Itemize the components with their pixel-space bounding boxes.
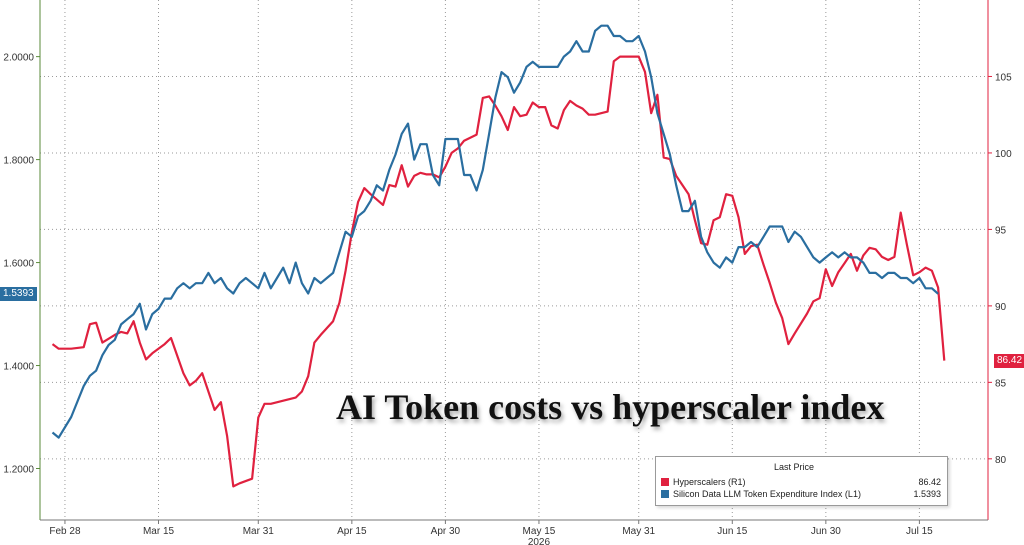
left-tick-label: 1.6000 bbox=[3, 259, 34, 270]
x-tick-label: Mar 15 bbox=[143, 526, 175, 537]
right-tick-label: 105 bbox=[995, 72, 1012, 83]
legend-swatch-token-index bbox=[661, 490, 669, 498]
legend-swatch-hyperscalers bbox=[661, 478, 669, 486]
left-axis-ticks: 1.2000 1.4000 1.6000 1.8000 2.0000 bbox=[3, 53, 40, 476]
left-tick-label: 1.8000 bbox=[3, 156, 34, 167]
chart-title: AI Token costs vs hyperscaler index bbox=[336, 387, 885, 427]
x-tick-label: Jun 15 bbox=[717, 526, 747, 537]
series-lines bbox=[51, 24, 946, 488]
right-tick-label: 85 bbox=[995, 378, 1007, 389]
year-label: 2026 bbox=[528, 537, 551, 545]
x-tick-label: Feb 28 bbox=[49, 526, 81, 537]
axes bbox=[39, 0, 989, 521]
legend-row-hyperscalers: Hyperscalers (R1) 86.42 bbox=[661, 477, 943, 488]
left-tick-label: 2.0000 bbox=[3, 53, 34, 64]
legend-row-token-index: Silicon Data LLM Token Expenditure Index… bbox=[661, 489, 943, 500]
legend-label-token-index: Silicon Data LLM Token Expenditure Index… bbox=[673, 489, 861, 499]
left-tick-label: 1.4000 bbox=[3, 362, 34, 373]
left-tick-label: 1.2000 bbox=[3, 465, 34, 476]
right-tick-label: 100 bbox=[995, 149, 1012, 160]
last-value-badge-hyperscalers: 86.42 bbox=[994, 353, 1024, 368]
x-tick-label: Jul 15 bbox=[906, 526, 933, 537]
right-tick-label: 90 bbox=[995, 302, 1007, 313]
x-axis-ticks: Feb 28 Mar 15 Mar 31 Apr 15 Apr 30 May 15 May … bbox=[49, 520, 933, 537]
right-tick-label: 80 bbox=[995, 455, 1007, 466]
legend-value-token-index: 1.5393 bbox=[913, 489, 941, 499]
x-tick-label: May 31 bbox=[622, 526, 655, 537]
legend-label-hyperscalers: Hyperscalers (R1) bbox=[673, 477, 746, 487]
legend-value-hyperscalers: 86.42 bbox=[918, 477, 941, 487]
last-value-badge-token-index: 1.5393 bbox=[0, 286, 37, 301]
series-line-hyperscalers bbox=[51, 55, 946, 488]
right-axis-ticks: 80 85 90 95 100 105 bbox=[988, 72, 1012, 466]
right-tick-label: 95 bbox=[995, 225, 1007, 236]
series-line-token-index bbox=[51, 24, 939, 439]
x-tick-label: Mar 31 bbox=[243, 526, 275, 537]
legend: Last Price Hyperscalers (R1) 86.42 Silic… bbox=[655, 456, 948, 506]
legend-header: Last Price bbox=[774, 462, 815, 472]
x-tick-label: Apr 15 bbox=[337, 526, 367, 537]
x-tick-label: May 15 bbox=[523, 526, 556, 537]
x-tick-label: Jun 30 bbox=[811, 526, 841, 537]
x-tick-label: Apr 30 bbox=[431, 526, 461, 537]
